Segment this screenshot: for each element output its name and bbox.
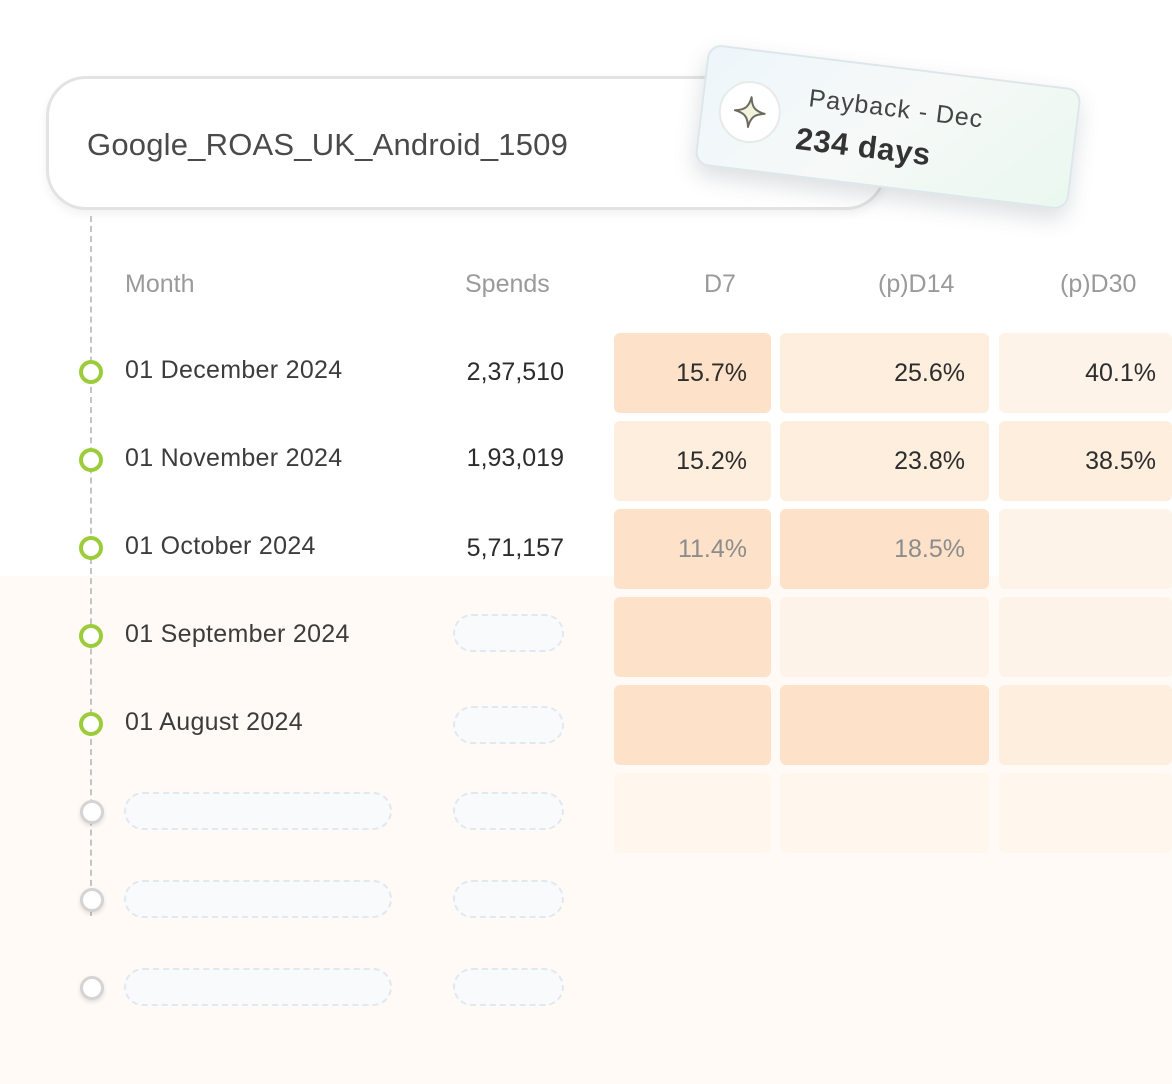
row-month: 01 October 2024 [125,532,316,560]
month-placeholder [124,968,392,1006]
cell-d30-empty [999,509,1172,589]
cell-d14-empty [780,685,989,765]
header-spends: Spends [465,270,550,298]
timeline-dot [79,360,103,384]
cell-d30: 40.1% [999,333,1172,413]
cell-d7: 11.4% [614,509,771,589]
cell-d14: 23.8% [780,421,989,501]
spends-placeholder [453,706,564,744]
timeline-dot [79,712,103,736]
month-placeholder [124,880,392,918]
timeline-dot-empty [80,888,104,912]
payback-value: 234 days [793,120,933,173]
cell-placeholder [999,773,1172,853]
timeline-dot-empty [80,976,104,1000]
cell-d30: 38.5% [999,421,1172,501]
spends-placeholder [453,792,564,830]
month-placeholder [124,792,392,830]
campaign-name: Google_ROAS_UK_Android_1509 [87,127,569,162]
timeline-dot [79,536,103,560]
cell-d30-empty [999,685,1172,765]
row-spends: 1,93,019 [466,444,564,472]
faded-background [0,576,1172,1084]
cell-d7: 15.2% [614,421,771,501]
cell-d14-empty [780,597,989,677]
timeline-dot [79,624,103,648]
header-d30: (p)D30 [1060,270,1137,298]
spends-placeholder [453,614,564,652]
spends-placeholder [453,880,564,918]
cell-d14: 18.5% [780,509,989,589]
row-month: 01 December 2024 [125,356,343,384]
row-spends: 5,71,157 [466,534,564,562]
cell-placeholder [780,773,989,853]
sparkle-icon [715,77,785,147]
cell-d14: 25.6% [780,333,989,413]
timeline-line [90,216,92,916]
header-d14: (p)D14 [878,270,955,298]
row-month: 01 August 2024 [125,708,303,736]
cell-d7: 15.7% [614,333,771,413]
row-month: 01 September 2024 [125,620,350,648]
spends-placeholder [453,968,564,1006]
header-d7: D7 [704,270,736,298]
row-spends: 2,37,510 [466,358,564,386]
cell-d7-empty [614,597,771,677]
row-month: 01 November 2024 [125,444,343,472]
payback-card[interactable]: Payback - Dec 234 days [693,43,1083,211]
header-month: Month [125,270,195,298]
cell-placeholder [614,773,771,853]
cell-d7-empty [614,685,771,765]
cell-d30-empty [999,597,1172,677]
timeline-dot [79,448,103,472]
timeline-dot-empty [80,800,104,824]
